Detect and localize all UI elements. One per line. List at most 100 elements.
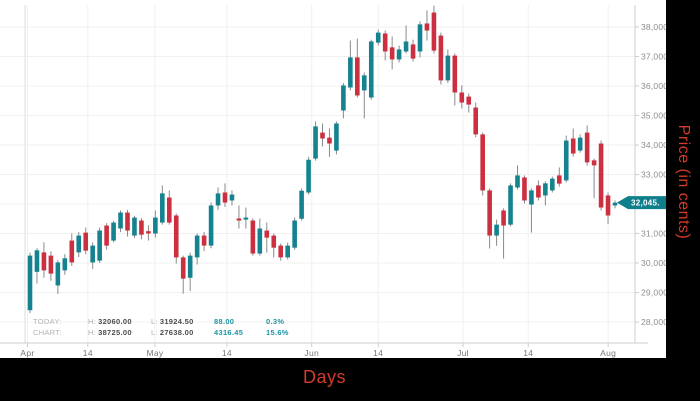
legend-row-chart: CHART: H: 38725.00 L: 27638.00 4316.45 15.… xyxy=(33,327,308,338)
candle-body xyxy=(389,47,395,60)
candle-body xyxy=(229,194,235,201)
candle-body xyxy=(320,132,325,139)
candle-body xyxy=(97,230,102,261)
candle-body xyxy=(34,250,40,272)
legend-chart-change: 4316.45 xyxy=(214,328,244,337)
candle-body xyxy=(556,175,562,184)
y-tick-label: 36,000. xyxy=(641,81,671,91)
right-annotation-strip: Price (in cents) xyxy=(666,0,700,401)
candle-body xyxy=(577,137,583,151)
candle-body xyxy=(508,185,513,225)
candle-body xyxy=(361,75,367,91)
candle-body xyxy=(132,217,137,236)
candle-body xyxy=(285,245,290,258)
candle-body xyxy=(299,190,304,219)
candle-body xyxy=(83,232,89,251)
legend-row-today: TODAY: H: 32060.00 L: 31924.50 88.00 0.3% xyxy=(33,316,308,327)
candle-body xyxy=(160,193,165,223)
legend-today-low: L: 31924.50 xyxy=(151,317,194,326)
y-tick-label: 31,000. xyxy=(641,229,671,239)
legend-chart-low: L: 27638.00 xyxy=(151,328,194,337)
y-tick-label: 37,000. xyxy=(641,52,671,62)
candle-body xyxy=(424,23,430,31)
candle-body xyxy=(487,190,492,236)
candle-body xyxy=(201,235,207,246)
x-tick-label: May xyxy=(146,348,163,358)
candle-body xyxy=(605,195,611,216)
candle-body xyxy=(153,217,158,234)
candle-body xyxy=(550,178,555,191)
legend-today-change-pct: 0.3% xyxy=(266,317,285,326)
y-tick-label: 33,000. xyxy=(641,170,671,180)
candle-body xyxy=(375,32,381,43)
candle-body xyxy=(111,222,116,241)
candle-body xyxy=(41,252,47,271)
y-tick-label: 35,000. xyxy=(641,111,671,121)
candle-body xyxy=(355,57,360,96)
candle-body xyxy=(236,218,242,221)
candle-body xyxy=(396,49,402,60)
candle-body xyxy=(584,132,590,163)
x-tick-label: Apr xyxy=(20,348,34,358)
x-tick-label: Jun xyxy=(304,348,319,358)
candle-body xyxy=(536,185,541,198)
x-tick-label: Aug xyxy=(600,348,616,358)
candle-body xyxy=(445,55,451,81)
candle-body xyxy=(591,160,597,166)
candle-body xyxy=(522,177,527,201)
candle-body xyxy=(348,57,353,88)
legend-chart-label: CHART: xyxy=(33,328,62,337)
candle-body xyxy=(431,12,437,51)
candle-body xyxy=(69,240,75,263)
candle-body xyxy=(257,228,263,254)
candle-body xyxy=(55,262,61,286)
legend-today-label: TODAY: xyxy=(33,317,62,326)
x-tick-label: Jul xyxy=(457,348,469,358)
candle-body xyxy=(48,255,54,274)
candle-body xyxy=(306,159,311,193)
ohlc-legend: TODAY: H: 32060.00 L: 31924.50 88.00 0.3% … xyxy=(33,316,308,338)
candle-body xyxy=(139,220,144,235)
gridlines xyxy=(0,5,635,343)
candle-body xyxy=(271,235,277,248)
legend-today-high: H: 32060.00 xyxy=(88,317,132,326)
x-tick-label: 14 xyxy=(373,348,383,358)
candle-body xyxy=(501,210,506,226)
candle-body xyxy=(292,220,297,248)
x-axis: Apr 14 May 14 Jun 14 Jul 14 Aug xyxy=(0,342,648,358)
candle-body xyxy=(118,212,123,229)
candle-body xyxy=(104,225,109,246)
candle-body xyxy=(327,137,332,144)
candle-body xyxy=(341,85,346,111)
candle-body xyxy=(146,231,151,234)
candle-body xyxy=(480,134,485,191)
current-price-label: 32,045. xyxy=(631,199,660,208)
candle-body xyxy=(27,255,33,311)
candle-body xyxy=(473,107,479,135)
candles-group xyxy=(27,5,618,314)
candle-body xyxy=(334,123,339,151)
candle-body xyxy=(466,96,472,105)
x-axis-title: Days xyxy=(303,367,347,387)
legend-today-change: 88.00 xyxy=(214,317,235,326)
candle-body xyxy=(417,24,423,52)
y-tick-label: 29,000. xyxy=(641,288,671,298)
candle-body xyxy=(62,258,68,271)
y-tick-label: 38,000. xyxy=(641,22,671,32)
candle-body xyxy=(598,143,604,208)
candle-body xyxy=(243,217,249,220)
candle-body xyxy=(313,126,318,159)
y-tick-label: 28,000. xyxy=(641,317,671,327)
candle-body xyxy=(180,257,186,279)
candle-body xyxy=(76,235,82,253)
candle-body xyxy=(194,235,200,258)
candle-body xyxy=(612,202,618,206)
y-axis-title: Price (in cents) xyxy=(675,124,692,240)
candle-body xyxy=(166,197,172,223)
candle-body xyxy=(90,245,95,263)
y-tick-label: 30,000. xyxy=(641,258,671,268)
candle-body xyxy=(543,183,548,196)
candle-body xyxy=(515,175,520,188)
